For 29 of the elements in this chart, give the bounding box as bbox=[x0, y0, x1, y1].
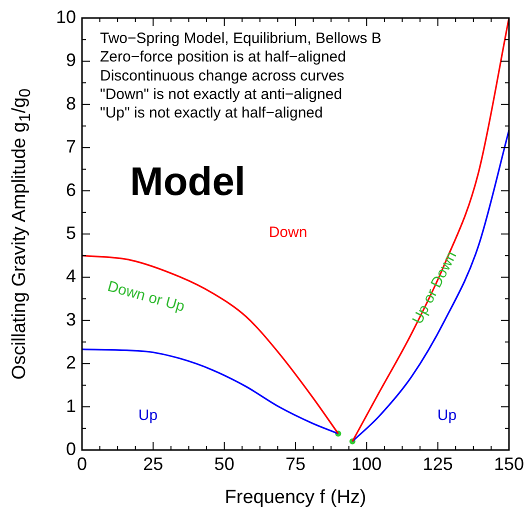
y-tick-label: 3 bbox=[66, 309, 76, 330]
y-tick-label: 6 bbox=[66, 180, 76, 200]
annotation: "Down" is not exactly at anti−aligned bbox=[100, 86, 342, 103]
x-tick-label: 125 bbox=[422, 454, 453, 474]
x-tick-label: 25 bbox=[143, 454, 164, 474]
y-tick-label: 10 bbox=[56, 6, 76, 27]
y-tick-label: 2 bbox=[66, 352, 76, 373]
annotation: Model bbox=[130, 160, 246, 204]
y-tick-label: 7 bbox=[66, 136, 76, 157]
x-tick-label: 100 bbox=[352, 454, 382, 474]
x-tick-label: 50 bbox=[214, 454, 234, 474]
y-tick-label: 1 bbox=[66, 396, 76, 416]
y-tick-label: 4 bbox=[66, 266, 76, 286]
y-tick-label: 8 bbox=[66, 93, 76, 114]
annotation: Up bbox=[437, 407, 457, 424]
annotation: Up or Down bbox=[409, 248, 460, 327]
annotation: Up bbox=[138, 407, 158, 424]
annotation: "Up" is not exactly at half−aligned bbox=[100, 104, 323, 122]
x-tick-label: 150 bbox=[494, 454, 524, 474]
annotation: Discontinuous change across curves bbox=[100, 67, 344, 84]
annotation: Down or Up bbox=[106, 278, 187, 316]
annotation: Down bbox=[268, 224, 308, 242]
y-tick-label: 5 bbox=[66, 222, 76, 243]
x-tick-label: 75 bbox=[285, 454, 306, 474]
annotation: Two−Spring Model, Equilibrium, Bellows B bbox=[100, 30, 382, 48]
y-tick-label: 9 bbox=[66, 50, 76, 70]
y-tick-label: 0 bbox=[66, 438, 76, 459]
x-axis-title: Frequency f (Hz) bbox=[224, 486, 366, 508]
annotation: Zero−force position is at half−aligned bbox=[100, 48, 346, 66]
